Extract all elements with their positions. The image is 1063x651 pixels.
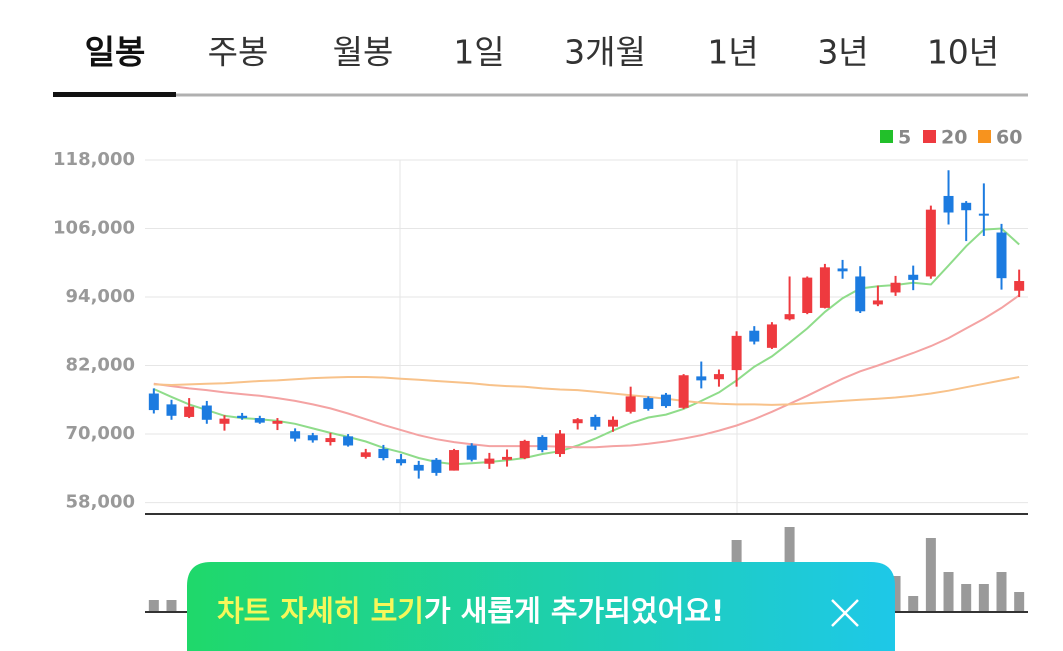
legend-label: 60 — [996, 127, 1022, 149]
banner-message[interactable]: 차트 자세히 보기가 새롭게 추가되었어요! — [217, 594, 724, 628]
candle-body — [290, 431, 301, 439]
candle-body — [996, 232, 1007, 279]
candle-body — [678, 375, 689, 408]
candle-body — [855, 276, 866, 312]
candle-body — [431, 459, 442, 473]
candle-body — [502, 456, 513, 460]
tab[interactable]: 3년 — [817, 33, 868, 72]
candle-body — [396, 459, 407, 464]
candle-body — [961, 202, 972, 211]
legend-label: 20 — [941, 127, 967, 149]
candle-body — [890, 282, 901, 293]
candle-body — [307, 435, 318, 441]
candle-body — [519, 440, 530, 459]
candle-body — [696, 376, 707, 381]
volume-bar — [978, 584, 989, 612]
candle-body — [360, 452, 371, 457]
y-tick-label: 118,000 — [53, 149, 135, 170]
candle-body — [625, 396, 636, 412]
volume-bar — [925, 538, 936, 612]
candle-body — [925, 209, 936, 277]
legend-swatch — [978, 130, 991, 143]
candle-body — [766, 324, 777, 348]
candle-body — [325, 438, 336, 443]
candle-body — [537, 436, 548, 451]
volume-bar — [890, 576, 901, 612]
period-tabs: 일봉 주봉 월봉 1일 3개월 1년 3년 10년 — [85, 33, 1000, 72]
volume-bar — [166, 600, 177, 612]
volume-bar — [996, 572, 1007, 612]
volume-bar — [961, 584, 972, 612]
candle-body — [148, 393, 159, 411]
legend-swatch — [923, 130, 936, 143]
ma-line — [153, 294, 1020, 449]
candle-body — [590, 416, 601, 427]
volume-bar — [1014, 592, 1025, 612]
tab[interactable]: 10년 — [927, 33, 999, 72]
y-tick-label: 58,000 — [66, 492, 135, 513]
tab[interactable]: 주봉 — [208, 33, 269, 72]
candle-body — [555, 433, 566, 455]
candle-body — [166, 404, 177, 416]
volume-bar — [908, 596, 919, 612]
tab[interactable]: 월봉 — [333, 33, 394, 72]
tab[interactable]: 1년 — [707, 33, 758, 72]
candle-body — [343, 436, 354, 446]
close-button[interactable] — [831, 599, 859, 627]
candle-body — [184, 406, 195, 417]
candle-body — [802, 277, 813, 314]
banner-text[interactable]: 가 새롭게 추가되었어요! — [424, 594, 724, 628]
candle-body — [819, 267, 830, 308]
banner-highlight[interactable]: 차트 자세히 보기 — [217, 594, 424, 628]
candle-body — [272, 420, 283, 424]
volume-bar — [148, 600, 159, 612]
ma-line — [153, 227, 1020, 466]
candle-body — [731, 335, 742, 371]
candle-body — [872, 300, 883, 305]
candle-body — [784, 314, 795, 320]
candle-body — [378, 448, 389, 459]
candle-body — [713, 374, 724, 380]
legend-swatch — [880, 130, 893, 143]
banner[interactable]: 차트 자세히 보기가 새롭게 추가되었어요! — [187, 562, 895, 651]
tab[interactable]: 일봉 — [85, 33, 146, 72]
candle-body — [1014, 281, 1025, 291]
candle-body — [201, 405, 212, 420]
candle-body — [254, 418, 265, 423]
y-tick-label: 82,000 — [66, 355, 135, 376]
y-tick-label: 106,000 — [53, 218, 135, 239]
y-tick-label: 70,000 — [66, 423, 135, 444]
candle-body — [908, 274, 919, 280]
candle-body — [219, 418, 230, 424]
candle-body — [484, 458, 495, 464]
banner-bg[interactable] — [187, 562, 895, 651]
tab[interactable]: 3개월 — [564, 33, 646, 72]
active-tab-underline — [53, 92, 176, 97]
candle-body — [572, 419, 583, 424]
candle-body — [237, 415, 248, 419]
plot — [148, 170, 1025, 479]
candle-body — [643, 398, 654, 409]
legend-label: 5 — [898, 127, 911, 149]
y-tick-label: 94,000 — [66, 286, 135, 307]
candle-body — [413, 464, 424, 471]
tab[interactable]: 1일 — [453, 33, 504, 72]
candle-body — [449, 450, 460, 471]
grid — [145, 159, 1028, 514]
candle-body — [943, 195, 954, 213]
candle-body — [607, 419, 618, 427]
ma-line — [153, 376, 1020, 406]
volume-bar — [943, 572, 954, 612]
candle-body — [978, 213, 989, 216]
candle-body — [749, 330, 760, 342]
candle-body — [466, 445, 477, 460]
candle-body — [837, 268, 848, 272]
candle-body — [660, 394, 671, 407]
